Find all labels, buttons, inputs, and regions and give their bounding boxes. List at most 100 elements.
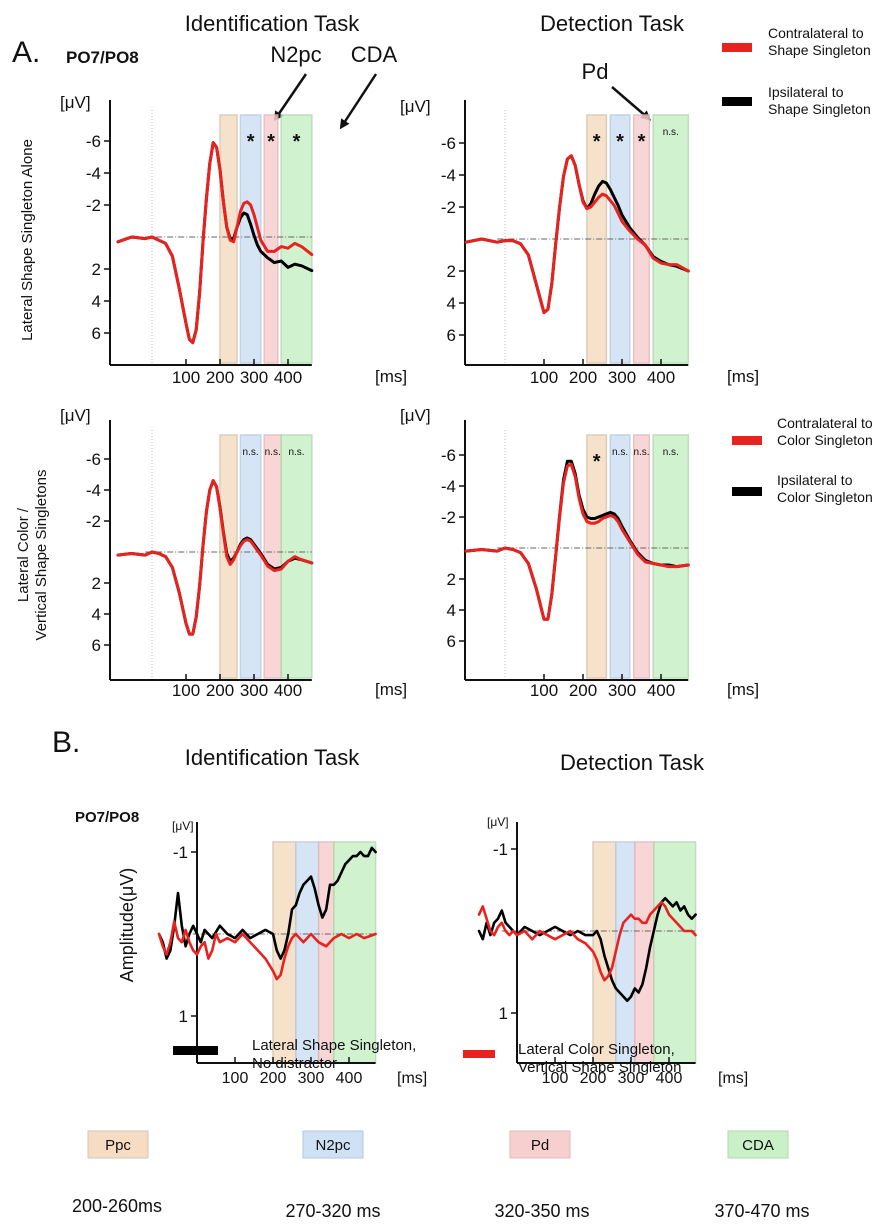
legend-ipsi-color-2: Color Singleton <box>777 489 873 505</box>
x-tick-label: 300 <box>608 368 636 387</box>
y-tick-label: -6 <box>441 446 456 465</box>
y-unit-label: [μV] <box>400 406 431 425</box>
y-tick-label: -4 <box>86 164 101 183</box>
chart-A-identification-color-vertical: n.s. n.s. n.s. -6 -4 -2 2 4 6 100 200 300 400 [ms] [μV… <box>60 406 407 700</box>
window-name-n2pc: N2pc <box>315 1137 351 1154</box>
window-significance-3: n.s. <box>288 447 304 458</box>
window-swatch-cda <box>727 1130 789 1159</box>
x-tick-label: 400 <box>336 1070 363 1087</box>
legend-contra-shape-1: Contralateral to <box>768 25 864 41</box>
legend-b: Lateral Shape Singleton, No distractor L… <box>173 1037 681 1076</box>
x-tick-label: 100 <box>530 368 558 387</box>
window-band-2 <box>263 114 279 364</box>
y-tick-label: 2 <box>92 574 101 593</box>
x-tick-label: 400 <box>274 368 302 387</box>
charts-container: * * * -6 -4 -2 2 4 6 100 200 300 400 [ms] [μV] * * * n.s. -… <box>60 93 759 1087</box>
electrode-label-b: PO7/PO8 <box>75 809 139 826</box>
x-tick-label: 100 <box>530 681 558 700</box>
window-significance-1: * <box>247 131 255 153</box>
x-tick-label: 200 <box>206 681 234 700</box>
title-identification-b: Identification Task <box>185 745 360 770</box>
window-significance-3: n.s. <box>663 127 679 138</box>
window-range-cda: 370-470 ms <box>714 1201 809 1221</box>
window-swatch-ppc <box>87 1130 149 1159</box>
title-identification-a: Identification Task <box>185 11 360 36</box>
window-significance-2: * <box>638 131 646 153</box>
x-tick-label: 200 <box>206 368 234 387</box>
legend-b-swatch-black <box>173 1046 218 1055</box>
legend-b-black-1: Lateral Shape Singleton, <box>252 1037 416 1054</box>
legend-contra-color-1: Contralateral to <box>777 415 873 431</box>
x-tick-label: 200 <box>260 1070 287 1087</box>
x-tick-label: 200 <box>569 368 597 387</box>
x-tick-label: 400 <box>656 1070 683 1087</box>
x-unit-label: [ms] <box>718 1070 748 1087</box>
y-tick-label: 6 <box>447 326 456 345</box>
y-tick-label: -2 <box>86 196 101 215</box>
y-tick-label: 6 <box>447 632 456 651</box>
x-tick-label: 100 <box>542 1070 569 1087</box>
y-tick-label: 6 <box>92 636 101 655</box>
y-tick-label: 2 <box>92 260 101 279</box>
window-range-ppc: 200-260ms <box>72 1196 162 1216</box>
legend-swatch-ipsi-color <box>732 487 762 496</box>
window-band-2 <box>317 841 335 1064</box>
legend-color: Contralateral to Color Singleton Ipsilat… <box>732 415 873 505</box>
y-tick-label: -2 <box>441 198 456 217</box>
legend-b-red-1: Lateral Color Singleton, <box>518 1041 675 1058</box>
arrow-n2pc <box>273 73 308 122</box>
electrode-label-a: PO7/PO8 <box>66 48 139 67</box>
row-label-color-vertical-2: Vertical Shape Singletons <box>33 470 50 641</box>
series-line-red <box>116 479 314 636</box>
x-unit-label: [ms] <box>727 680 759 699</box>
series-line-red <box>116 141 314 345</box>
x-tick-label: 300 <box>618 1070 645 1087</box>
window-band-1 <box>609 434 631 679</box>
window-name-pd: Pd <box>531 1137 549 1154</box>
row-label-shape-alone: Lateral Shape Singleton Alone <box>19 139 36 341</box>
window-band-3 <box>653 841 697 1064</box>
legend-ipsi-color-1: Ipsilateral to <box>777 472 853 488</box>
series-line-black <box>157 846 377 960</box>
window-band-3 <box>280 114 313 364</box>
x-tick-label: 400 <box>274 681 302 700</box>
y-tick-label: 4 <box>447 294 456 313</box>
y-tick-label: -2 <box>86 512 101 531</box>
x-tick-label: 100 <box>172 681 200 700</box>
y-tick-label: -4 <box>86 481 101 500</box>
y-unit-label: [μV] <box>60 93 91 112</box>
y-tick-label: 4 <box>92 292 101 311</box>
x-tick-label: 200 <box>580 1070 607 1087</box>
legend-swatch-ipsi-shape <box>722 97 752 106</box>
arrow-pd <box>611 86 652 121</box>
series-line-red <box>157 920 377 981</box>
window-name-ppc: Ppc <box>105 1137 131 1154</box>
window-significance-0: * <box>593 451 601 473</box>
legend-swatch-contra-shape <box>722 43 752 52</box>
y-tick-label: -1 <box>493 840 508 859</box>
x-unit-label: [ms] <box>375 680 407 699</box>
y-tick-label: -4 <box>441 166 456 185</box>
x-tick-label: 300 <box>240 368 268 387</box>
window-band-1 <box>295 841 320 1064</box>
window-significance-3: n.s. <box>663 447 679 458</box>
y-unit-label: [μV] <box>60 406 91 425</box>
x-unit-label: [ms] <box>397 1070 427 1087</box>
window-significance-3: * <box>293 131 301 153</box>
y-tick-label: 1 <box>179 1007 188 1026</box>
x-tick-label: 200 <box>569 681 597 700</box>
window-band-0 <box>586 434 608 679</box>
x-tick-label: 300 <box>608 681 636 700</box>
panel-label-a: A. <box>12 36 40 69</box>
window-name-cda: CDA <box>742 1137 774 1154</box>
y-tick-label: 2 <box>447 570 456 589</box>
window-significance-1: n.s. <box>243 447 259 458</box>
amplitude-label: Amplitude(μV) <box>117 868 137 982</box>
window-swatch-n2pc <box>302 1130 364 1159</box>
panel-label-b: B. <box>52 726 80 759</box>
row-label-color-vertical-1: Lateral Color / <box>15 507 32 602</box>
legend-b-black-2: No distractor <box>252 1055 337 1072</box>
x-tick-label: 100 <box>222 1070 249 1087</box>
window-range-pd: 320-350 ms <box>494 1201 589 1221</box>
